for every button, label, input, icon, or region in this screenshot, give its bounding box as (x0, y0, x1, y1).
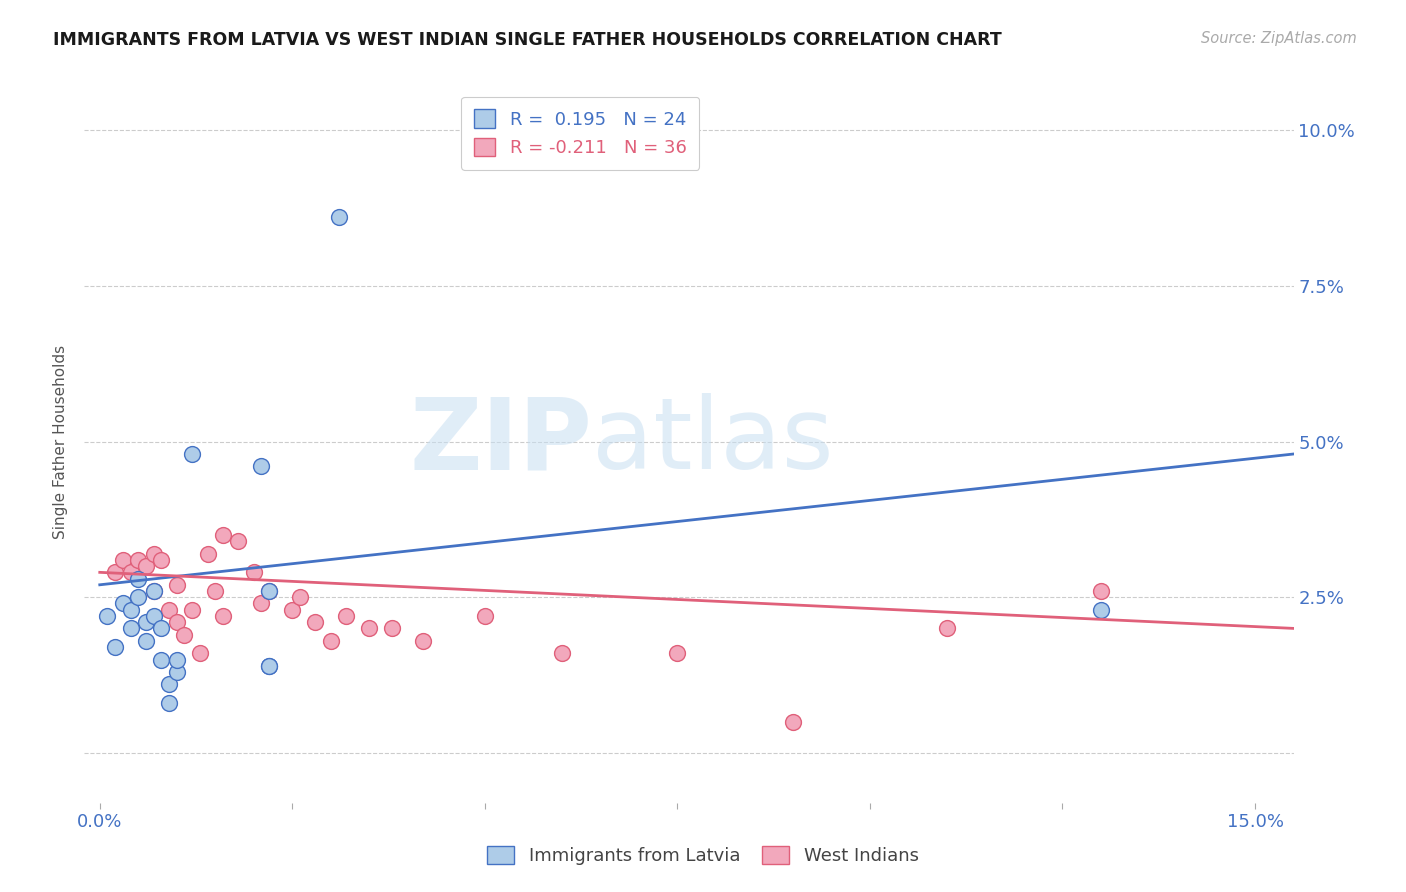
West Indians (666, 646, 689, 660)
West Indians (281, 603, 304, 617)
West Indians (188, 646, 211, 660)
West Indians (304, 615, 326, 630)
West Indians (381, 621, 404, 635)
Immigrants from Latvia (257, 658, 280, 673)
Immigrants from Latvia (142, 609, 165, 624)
Immigrants from Latvia (157, 677, 180, 691)
Text: atlas: atlas (592, 393, 834, 490)
Text: IMMIGRANTS FROM LATVIA VS WEST INDIAN SINGLE FATHER HOUSEHOLDS CORRELATION CHART: IMMIGRANTS FROM LATVIA VS WEST INDIAN SI… (53, 31, 1002, 49)
West Indians (150, 553, 173, 567)
West Indians (166, 615, 188, 630)
West Indians (936, 621, 959, 635)
West Indians (120, 566, 142, 580)
Immigrants from Latvia (127, 591, 149, 605)
Y-axis label: Single Father Households: Single Father Households (53, 344, 69, 539)
Immigrants from Latvia (250, 459, 273, 474)
West Indians (173, 627, 195, 641)
Immigrants from Latvia (120, 621, 142, 635)
West Indians (135, 559, 157, 574)
West Indians (335, 609, 357, 624)
West Indians (228, 534, 250, 549)
West Indians (288, 591, 311, 605)
West Indians (104, 566, 127, 580)
Immigrants from Latvia (111, 597, 134, 611)
West Indians (250, 597, 273, 611)
West Indians (181, 603, 204, 617)
Immigrants from Latvia (127, 572, 149, 586)
West Indians (157, 603, 180, 617)
West Indians (197, 547, 219, 561)
West Indians (257, 584, 280, 599)
Immigrants from Latvia (96, 609, 118, 624)
Immigrants from Latvia (104, 640, 127, 654)
West Indians (111, 553, 134, 567)
Immigrants from Latvia (135, 615, 157, 630)
West Indians (127, 553, 149, 567)
Immigrants from Latvia (166, 665, 188, 679)
Immigrants from Latvia (157, 696, 180, 710)
West Indians (319, 633, 342, 648)
Immigrants from Latvia (135, 633, 157, 648)
West Indians (204, 584, 226, 599)
West Indians (212, 528, 235, 542)
West Indians (1090, 584, 1112, 599)
Immigrants from Latvia (181, 447, 204, 461)
Immigrants from Latvia (328, 211, 350, 225)
Immigrants from Latvia (166, 652, 188, 666)
Immigrants from Latvia (1090, 603, 1112, 617)
West Indians (142, 584, 165, 599)
Text: Source: ZipAtlas.com: Source: ZipAtlas.com (1201, 31, 1357, 46)
West Indians (551, 646, 574, 660)
West Indians (166, 578, 188, 592)
West Indians (243, 566, 266, 580)
Legend: R =  0.195   N = 24, R = -0.211   N = 36: R = 0.195 N = 24, R = -0.211 N = 36 (461, 96, 699, 169)
West Indians (212, 609, 235, 624)
Immigrants from Latvia (142, 584, 165, 599)
West Indians (359, 621, 381, 635)
Immigrants from Latvia (257, 584, 280, 599)
Immigrants from Latvia (120, 603, 142, 617)
Legend: Immigrants from Latvia, West Indians: Immigrants from Latvia, West Indians (481, 838, 925, 872)
Immigrants from Latvia (150, 652, 173, 666)
Text: ZIP: ZIP (409, 393, 592, 490)
Immigrants from Latvia (150, 621, 173, 635)
Immigrants from Latvia (257, 658, 280, 673)
West Indians (412, 633, 434, 648)
West Indians (474, 609, 496, 624)
West Indians (142, 547, 165, 561)
West Indians (782, 714, 804, 729)
